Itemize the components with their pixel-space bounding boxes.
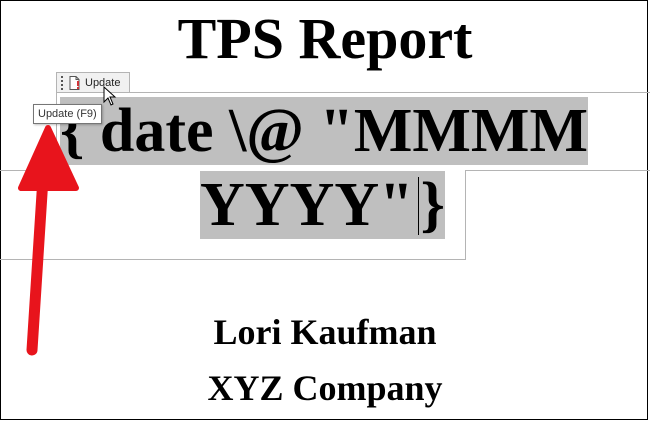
update-tooltip: Update (F9) bbox=[33, 104, 102, 124]
field-code-line-2[interactable]: YYYY"} bbox=[200, 171, 445, 239]
update-button-label: Update bbox=[85, 77, 121, 89]
field-code-highlight-2: YYYY"} bbox=[200, 171, 445, 239]
content-control-border-right bbox=[465, 170, 466, 260]
document-title: TPS Report bbox=[177, 6, 473, 71]
author-name: Lori Kaufman bbox=[213, 312, 437, 352]
field-code-text-1: { date \@ "MMMM bbox=[60, 97, 588, 165]
field-code-text-2: YYYY" bbox=[200, 171, 414, 239]
content-control-border-left bbox=[56, 92, 57, 170]
content-control-border-bottom bbox=[0, 259, 466, 260]
drag-handle-icon[interactable] bbox=[61, 76, 64, 90]
document-exclamation-icon bbox=[69, 76, 80, 90]
mouse-pointer-icon bbox=[103, 86, 117, 106]
field-code-close-brace: } bbox=[420, 171, 445, 239]
update-field-button[interactable]: Update bbox=[56, 72, 130, 92]
content-control-border-top bbox=[56, 92, 650, 93]
company-name: XYZ Company bbox=[207, 368, 443, 408]
field-code-line-1[interactable]: { date \@ "MMMM bbox=[60, 97, 588, 165]
text-cursor bbox=[417, 177, 419, 235]
content-control-border-mid-right bbox=[465, 170, 650, 171]
